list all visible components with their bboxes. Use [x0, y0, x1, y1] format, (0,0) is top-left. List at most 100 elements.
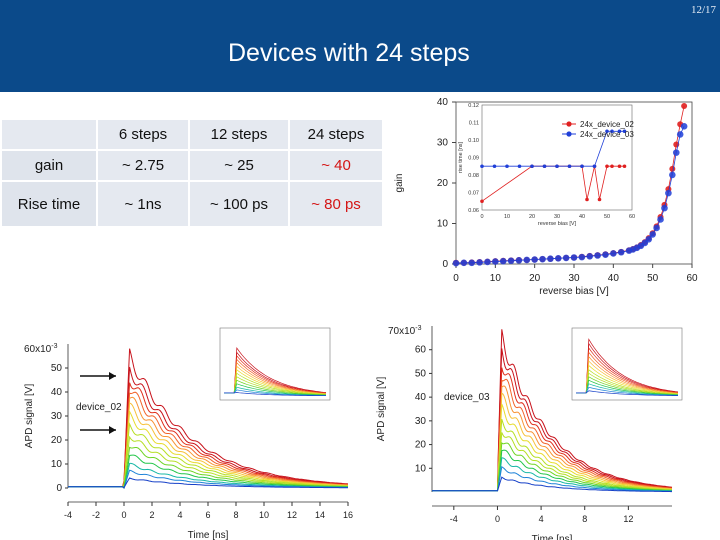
inset-data-point	[605, 164, 609, 169]
inset-waveform	[576, 383, 679, 396]
table-row-label: Rise time	[2, 182, 96, 226]
data-point	[586, 253, 594, 260]
device-annotation: device_03	[444, 392, 490, 403]
legend-marker	[566, 131, 572, 137]
x-tick-label: 4	[177, 510, 182, 520]
table-header-row: 6 steps 12 steps 24 steps	[2, 120, 382, 149]
y-axis-label: APD signal [V]	[376, 377, 387, 442]
x-tick-label: -4	[450, 514, 458, 524]
inset-frame	[481, 104, 633, 211]
data-point	[539, 255, 546, 263]
y-tick-label: 40	[51, 387, 63, 398]
x-tick-label: 10	[490, 273, 502, 284]
inset-y-axis-label: rise time [ns]	[458, 141, 464, 173]
table-cell: ~ 80 ps	[290, 182, 382, 226]
slide-title: Devices with 24 steps	[228, 39, 470, 67]
y-tick-label: 20	[437, 178, 449, 189]
inset-y-tick-label: 0.12	[468, 103, 479, 109]
data-point	[649, 231, 656, 238]
data-point	[602, 251, 609, 258]
inset-waveform	[576, 390, 678, 396]
inset-data-point	[610, 129, 614, 134]
y-multiplier: 70x10-3	[388, 325, 422, 337]
inset-data-point	[617, 129, 622, 134]
table-row-label: gain	[2, 151, 96, 180]
x-tick-label: 4	[539, 514, 544, 524]
x-axis-label: Time [ns]	[188, 530, 229, 540]
data-point	[507, 257, 515, 265]
data-point	[452, 259, 460, 267]
y-tick-label: 40	[415, 392, 427, 403]
x-tick-label: 16	[343, 510, 353, 520]
inset-waveform	[224, 346, 327, 394]
inset-x-tick-label: 60	[629, 214, 635, 220]
y-axis-label: gain	[394, 174, 405, 193]
data-point	[554, 255, 562, 262]
inset-waveform	[576, 369, 679, 395]
x-tick-label: -4	[64, 510, 72, 520]
inset-waveform	[576, 355, 679, 394]
inset-y-tick-label: 0.06	[468, 208, 479, 214]
inset-waveform	[224, 379, 327, 396]
y-axis-label: APD signal [V]	[24, 384, 35, 449]
x-tick-label: 20	[529, 273, 541, 284]
x-tick-label: 0	[121, 510, 126, 520]
table-cell: ~ 2.75	[98, 151, 188, 180]
inset-data-point	[567, 164, 572, 169]
slide-number: 12/17	[690, 4, 716, 16]
inset-data-point	[585, 197, 589, 202]
inset-data-point	[480, 199, 484, 204]
inset-data-point	[617, 164, 622, 169]
inset-data-point	[517, 164, 522, 169]
waveform	[68, 477, 348, 489]
waveform	[68, 409, 349, 490]
inset-waveform	[576, 351, 679, 394]
y-multiplier: 60x10-3	[24, 343, 58, 355]
x-tick-label: 10	[259, 510, 269, 520]
data-point	[665, 189, 672, 197]
y-tick-label: 50	[415, 368, 427, 379]
legend-label: 24x_device_03	[580, 130, 634, 139]
x-tick-label: 50	[647, 273, 659, 284]
pulse-chart-device-02: 0 10 20 30 40 50 -4 -2 0 2 4 6 8 10 12 14 16 Time [ns] APD…	[24, 327, 353, 540]
x-tick-label: 2	[149, 510, 154, 520]
data-point	[484, 258, 491, 266]
x-tick-label: 8	[233, 510, 238, 520]
data-point	[617, 248, 625, 256]
arrow-upper-head	[109, 372, 116, 380]
x-tick-label: 6	[205, 510, 210, 520]
x-axis-label: Time [ns]	[532, 534, 573, 540]
inset-data-point	[592, 164, 597, 169]
x-tick-label: 12	[623, 514, 633, 524]
data-point	[476, 259, 483, 266]
inset-data-point	[610, 164, 614, 169]
legend-marker	[566, 121, 572, 127]
inset-data-point	[622, 164, 627, 169]
inset-x-axis-label: reverse bias [V]	[538, 221, 577, 227]
slide-header: 12/17 Devices with 24 steps	[0, 0, 720, 92]
data-point	[681, 103, 688, 110]
x-tick-label: 12	[287, 510, 297, 520]
data-point	[578, 253, 586, 261]
inset-y-tick-label: 0.09	[468, 156, 479, 162]
table-cell: ~ 100 ps	[190, 182, 288, 226]
inset-x-tick-label: 30	[554, 214, 560, 220]
inset-y-tick-label: 0.11	[469, 121, 479, 127]
y-tick-label: 10	[51, 459, 63, 470]
y-tick-label: 50	[51, 363, 63, 374]
y-tick-label: 10	[415, 463, 427, 474]
inset-data-point	[605, 129, 609, 134]
data-point	[531, 256, 538, 263]
inset-waveform	[576, 346, 679, 394]
x-tick-label: 60	[686, 273, 698, 284]
data-point	[492, 258, 499, 265]
pulse-chart-device-03: 10 20 30 40 50 60 -4 0 4 8 12 Time [ns] APD signal […	[376, 325, 683, 540]
inset-x-tick-label: 40	[579, 214, 585, 220]
arrow-lower-head	[109, 426, 116, 434]
inset-waveform	[224, 383, 327, 396]
inset-waveform	[576, 364, 679, 395]
inset-data-point	[480, 164, 484, 169]
table-header-corner	[2, 120, 96, 149]
inset-waveform	[224, 386, 327, 396]
